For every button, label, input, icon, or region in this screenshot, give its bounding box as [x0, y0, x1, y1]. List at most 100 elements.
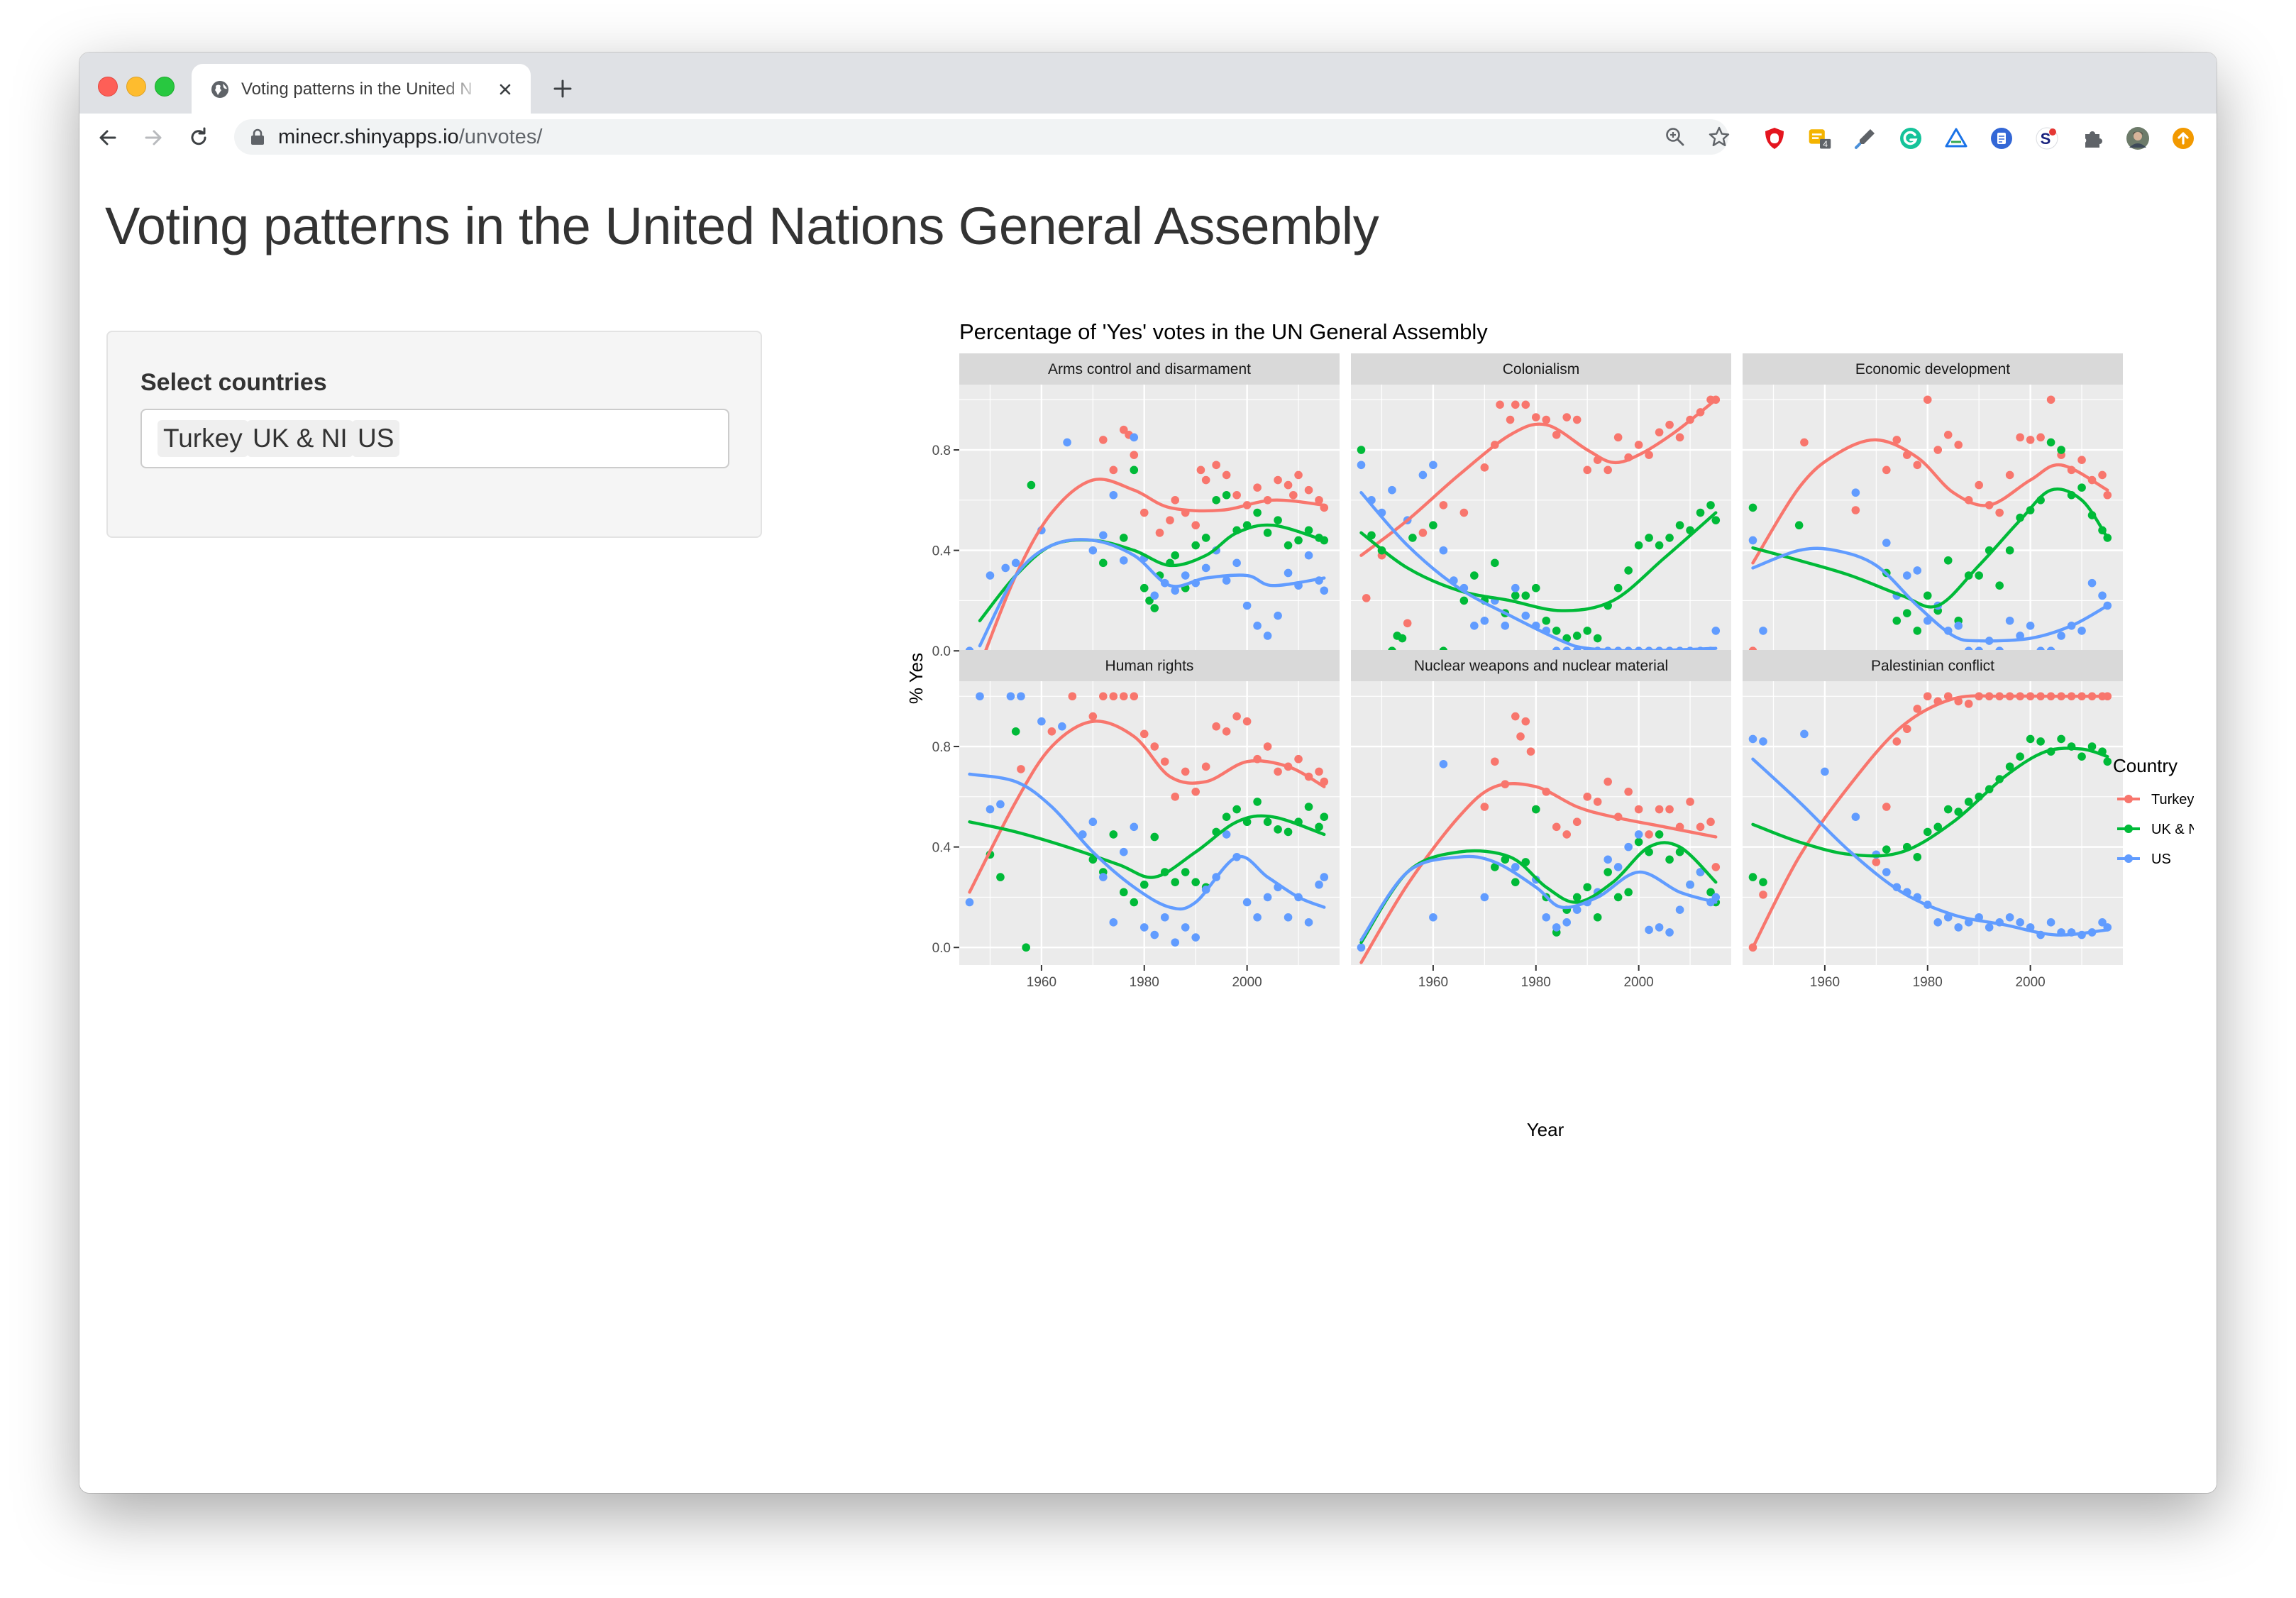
data-point	[1902, 609, 1911, 617]
selected-country-chip[interactable]: Turkey	[158, 420, 248, 457]
smooth-line	[1751, 438, 2109, 565]
data-point	[1711, 893, 1721, 902]
data-point	[1242, 898, 1252, 907]
data-point	[2098, 591, 2107, 600]
data-point	[2077, 752, 2086, 761]
panel-background	[959, 681, 1340, 965]
data-point	[1253, 508, 1262, 517]
close-tab-icon[interactable]	[495, 79, 515, 99]
data-point	[1686, 880, 1694, 889]
data-point	[1542, 913, 1551, 922]
data-point	[1119, 534, 1128, 542]
selected-country-chip[interactable]: UK & NI	[247, 420, 353, 457]
y-tick-label: 0.0	[932, 644, 951, 659]
data-point	[1851, 506, 1860, 514]
address-bar[interactable]: minecr.shinyapps.io/unvotes/	[234, 119, 1731, 155]
data-point	[1181, 571, 1190, 580]
data-point	[1439, 546, 1448, 555]
data-point	[2046, 918, 2055, 927]
data-point	[1604, 777, 1612, 786]
new-tab-icon[interactable]	[551, 77, 575, 101]
data-point	[1943, 556, 1953, 565]
data-point	[1119, 556, 1128, 565]
tab-active[interactable]: Voting patterns in the United N	[192, 64, 531, 114]
data-point	[1429, 461, 1437, 470]
drive-extension-icon[interactable]	[1944, 126, 1968, 150]
data-point	[1139, 729, 1149, 739]
data-point	[1542, 415, 1551, 424]
url-text[interactable]: minecr.shinyapps.io/unvotes/	[278, 126, 542, 148]
data-point	[1315, 767, 1323, 776]
panel-background	[1351, 385, 1731, 668]
data-point	[1139, 923, 1149, 932]
dropper-extension-icon[interactable]	[1853, 126, 1877, 150]
minimize-window-button[interactable]	[126, 77, 146, 97]
data-point	[1892, 616, 1902, 625]
data-point	[1706, 501, 1715, 509]
data-point	[1181, 923, 1190, 932]
x-tick-label: 1960	[1027, 975, 1056, 990]
data-point	[1088, 546, 1098, 555]
data-point	[1521, 400, 1530, 409]
facet-title: Palestinian conflict	[1871, 658, 1994, 674]
data-point	[1212, 461, 1220, 470]
data-point	[1613, 863, 1623, 871]
grammarly-extension-icon[interactable]	[1899, 126, 1923, 150]
data-point	[2036, 737, 2045, 746]
data-point	[1191, 787, 1200, 796]
data-point	[1706, 888, 1715, 897]
data-point	[1531, 583, 1540, 593]
data-point	[1800, 438, 1809, 447]
data-point	[2057, 734, 2065, 744]
sitecheck-extension-icon[interactable]: S	[2035, 126, 2059, 150]
data-point	[1706, 817, 1715, 827]
close-window-button[interactable]	[98, 77, 118, 97]
reload-icon[interactable]	[186, 125, 211, 150]
data-point	[1892, 737, 1902, 746]
x-tick-label: 1960	[1418, 975, 1448, 990]
facet-strip	[1743, 650, 2123, 681]
update-icon[interactable]	[2171, 126, 2195, 150]
data-point	[1284, 568, 1293, 578]
data-point	[1274, 611, 1282, 620]
notes-extension-icon[interactable]: 4	[1808, 126, 1832, 150]
data-point	[1655, 428, 1664, 437]
ublock-extension-icon[interactable]	[1762, 126, 1787, 150]
y-tick-label: 0.4	[932, 841, 951, 856]
data-point	[1171, 551, 1180, 560]
data-point	[1511, 712, 1520, 721]
x-axis-label: Year	[1527, 1119, 1564, 1140]
data-point	[1645, 925, 1653, 935]
data-point	[1171, 586, 1180, 595]
data-point	[1954, 923, 1963, 932]
data-point	[1521, 611, 1530, 620]
data-point	[1274, 516, 1282, 524]
country-select-input[interactable]: Turkey UK & NI US	[140, 409, 729, 468]
data-point	[1480, 803, 1489, 811]
data-point	[1253, 622, 1262, 630]
data-point	[1943, 430, 1953, 439]
data-point	[1357, 461, 1366, 470]
data-point	[2098, 918, 2107, 927]
maximize-window-button[interactable]	[155, 77, 175, 97]
data-point	[1521, 717, 1530, 726]
back-arrow-icon[interactable]	[95, 125, 121, 150]
data-point	[1150, 604, 1159, 612]
data-point	[1398, 634, 1407, 643]
puzzle-extensions-icon[interactable]	[2080, 126, 2104, 150]
data-point	[1418, 470, 1428, 480]
forward-arrow-icon[interactable]	[140, 125, 166, 150]
facet-title: Human rights	[1105, 658, 1194, 674]
data-point	[1212, 722, 1220, 731]
docs-extension-icon[interactable]	[1989, 126, 2014, 150]
data-point	[1119, 425, 1128, 434]
data-point	[1109, 918, 1118, 927]
data-point	[1130, 822, 1139, 832]
zoom-icon[interactable]	[1665, 126, 1686, 148]
data-point	[1191, 521, 1200, 530]
profile-avatar[interactable]	[2126, 126, 2150, 150]
data-point	[1470, 622, 1479, 630]
bookmark-star-icon[interactable]	[1707, 125, 1731, 149]
selected-country-chip[interactable]: US	[352, 420, 400, 457]
data-point	[1304, 551, 1313, 560]
